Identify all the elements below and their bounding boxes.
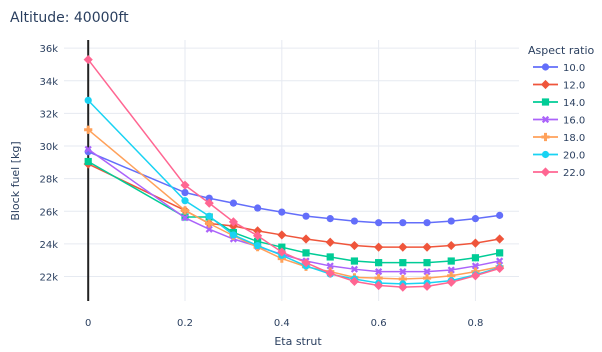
data-point[interactable] [85,97,92,104]
series-line [88,164,499,247]
data-point[interactable] [206,213,213,220]
legend-label: 16.0 [563,116,585,127]
legend-label: 10.0 [563,63,585,74]
legend[interactable]: Aspect ratio 10.0 12.0 14.0 16.0 18.0 20.0 22.… [528,44,594,179]
x-tick-label: 0.2 [177,318,193,329]
legend-item[interactable]: 14.0 [533,98,585,109]
data-point[interactable] [399,219,406,226]
legend-label: 20.0 [563,151,585,162]
y-axis-title: Block fuel [kg] [9,141,22,220]
data-point[interactable] [351,217,358,224]
data-point[interactable] [302,249,309,256]
data-point[interactable] [496,212,503,219]
data-point[interactable] [375,219,382,226]
legend-marker[interactable] [542,63,549,70]
series-10-0 [85,148,504,226]
x-tick-label: 0.8 [467,318,483,329]
data-point[interactable] [423,219,430,226]
x-axis-title: Eta strut [274,335,322,348]
legend-marker[interactable] [542,98,549,105]
data-point[interactable] [181,197,188,204]
legend-label: 18.0 [563,133,585,144]
data-point[interactable] [181,189,188,196]
y-axis-ticks: 22k 24k 26k 28k 30k 32k 34k 36k [39,44,58,283]
legend-marker[interactable] [541,167,550,176]
data-point[interactable] [277,230,286,239]
legend-title: Aspect ratio [528,44,594,57]
data-point[interactable] [301,234,310,243]
y-tick-label: 34k [39,77,58,88]
legend-item[interactable]: 10.0 [533,63,585,74]
series-22-0 [84,55,505,292]
legend-marker[interactable] [541,133,549,141]
data-point[interactable] [448,257,455,264]
legend-label: 14.0 [563,98,585,109]
y-tick-label: 26k [39,207,58,218]
y-tick-label: 24k [39,240,58,251]
y-tick-label: 32k [39,109,58,120]
data-point[interactable] [205,219,213,227]
y-tick-label: 30k [39,142,58,153]
data-point[interactable] [472,254,479,261]
data-point[interactable] [254,204,261,211]
data-point[interactable] [448,217,455,224]
series-line [88,152,499,223]
data-point[interactable] [423,259,430,266]
data-point[interactable] [85,158,92,165]
x-tick-label: 0.4 [274,318,290,329]
y-tick-label: 22k [39,273,58,284]
data-point[interactable] [302,213,309,220]
legend-item[interactable]: 12.0 [533,80,585,92]
data-point[interactable] [447,241,456,250]
chart-title: Altitude: 40000ft [10,10,129,26]
y-tick-label: 28k [39,175,58,186]
series-line [88,149,499,271]
series-18-0 [84,126,504,283]
legend-marker[interactable] [541,80,550,89]
series-line [88,162,499,263]
data-point[interactable] [254,242,261,249]
series-16-0 [85,146,504,276]
data-point[interactable] [351,257,358,264]
legend-label: 22.0 [563,168,585,179]
data-point[interactable] [278,208,285,215]
data-point[interactable] [471,238,480,247]
series-14-0 [85,158,504,266]
data-point[interactable] [399,259,406,266]
data-point[interactable] [350,241,359,250]
data-point[interactable] [327,253,334,260]
legend-item[interactable]: 20.0 [533,151,585,162]
y-tick-label: 36k [39,44,58,55]
data-point[interactable] [495,234,504,243]
x-tick-label: 0 [85,318,91,329]
series-line [88,60,499,288]
data-point[interactable] [230,231,237,238]
legend-item[interactable]: 22.0 [533,167,585,179]
data-point[interactable] [472,215,479,222]
series-group [84,55,505,292]
series-12-0 [84,159,505,251]
data-point[interactable] [375,259,382,266]
legend-marker[interactable] [542,151,549,158]
legend-item[interactable]: 18.0 [533,133,585,144]
legend-item[interactable]: 16.0 [533,116,585,127]
data-point[interactable] [326,238,335,247]
data-point[interactable] [496,249,503,256]
legend-label: 12.0 [563,81,585,92]
data-point[interactable] [327,215,334,222]
data-point[interactable] [495,264,504,273]
data-point[interactable] [230,200,237,207]
x-axis-ticks: 0 0.2 0.4 0.6 0.8 [85,318,483,329]
x-tick-label: 0.6 [371,318,387,329]
